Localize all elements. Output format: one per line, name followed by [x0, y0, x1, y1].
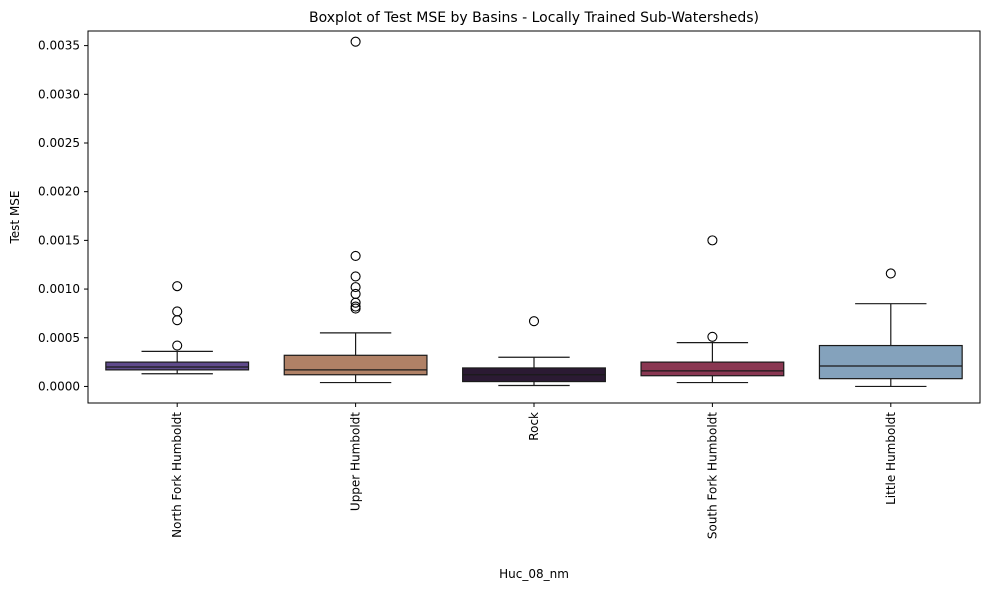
box — [283, 354, 428, 376]
outlier-point — [350, 282, 361, 293]
box — [640, 361, 785, 377]
x-tick-label: Upper Humboldt — [349, 412, 363, 511]
y-axis-label: Test MSE — [8, 191, 22, 245]
y-tick-label: 0.0035 — [38, 39, 80, 53]
x-axis-label: Huc_08_nm — [499, 567, 569, 581]
outlier-point — [707, 331, 718, 342]
outlier-point — [885, 268, 896, 279]
outlier-point — [172, 306, 183, 317]
outlier-point — [172, 315, 183, 326]
outlier-point — [707, 235, 718, 246]
box-group — [462, 316, 606, 387]
y-tick-label: 0.0025 — [38, 136, 80, 150]
outlier-point — [350, 36, 361, 47]
plot-area: 0.0000 0.0005 0.0010 0.0015 0.0020 0.0025 0.00… — [38, 30, 981, 539]
y-tick-label: 0.0005 — [38, 331, 80, 345]
x-tick-label: Rock — [527, 412, 541, 441]
outlier-point — [528, 316, 540, 327]
outlier-point — [172, 340, 183, 351]
outlier-point — [172, 281, 183, 292]
outlier-point — [350, 250, 361, 262]
chart-title: Boxplot of Test MSE by Basins - Locally … — [309, 10, 759, 26]
y-tick-label: 0.0030 — [38, 87, 80, 101]
x-tick-label: South Fork Humboldt — [705, 412, 719, 539]
y-tick-label: 0.0010 — [38, 282, 80, 296]
outlier-point — [350, 301, 361, 312]
box-group — [105, 281, 250, 375]
outlier-point — [350, 271, 361, 282]
box-group — [283, 36, 428, 384]
box — [818, 344, 963, 380]
y-tick-label: 0.0015 — [38, 233, 80, 247]
outlier-point — [350, 288, 361, 299]
box-group — [818, 268, 963, 388]
x-tick-label: Little Humboldt — [884, 412, 898, 505]
plot-frame — [87, 30, 981, 404]
x-tick-label: North Fork Humboldt — [170, 412, 184, 538]
y-tick-label: 0.0000 — [38, 379, 80, 393]
y-tick-label: 0.0020 — [38, 185, 80, 199]
box — [105, 361, 250, 371]
box-group — [640, 235, 785, 384]
